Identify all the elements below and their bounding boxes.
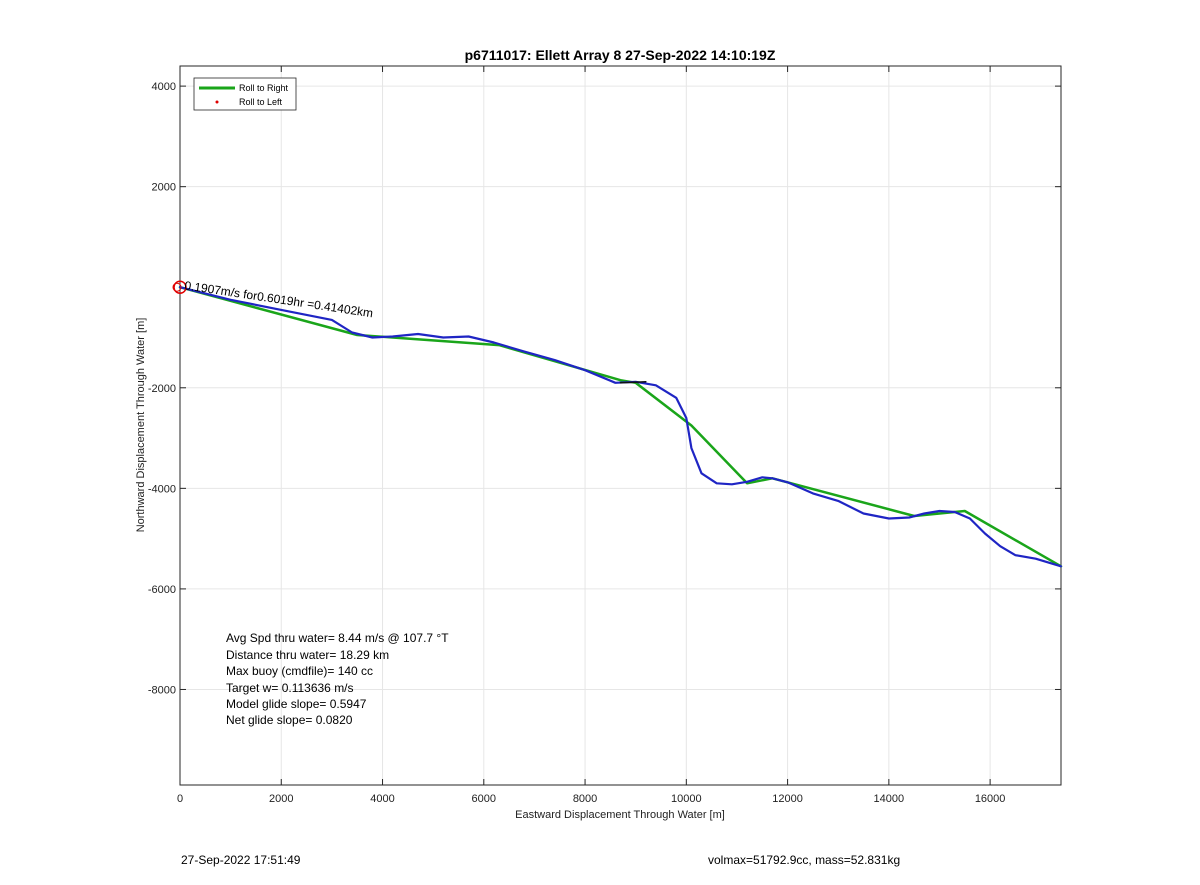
stat-model-glide: Model glide slope= 0.5947 xyxy=(226,697,367,711)
x-tick-label: 0 xyxy=(177,793,183,805)
x-tick-label: 16000 xyxy=(975,793,1006,805)
y-tick-label: 4000 xyxy=(152,81,176,93)
stat-avg-speed: Avg Spd thru water= 8.44 m/s @ 107.7 °T xyxy=(226,631,449,645)
y-tick-label: -6000 xyxy=(148,584,176,596)
x-tick-label: 10000 xyxy=(671,793,702,805)
x-tick-label: 6000 xyxy=(472,793,496,805)
legend-box xyxy=(193,77,297,111)
start-marker-inner xyxy=(172,282,182,292)
x-tick-label: 14000 xyxy=(874,793,905,805)
legend-label-roll-left: Roll to Left xyxy=(239,97,283,107)
footer-volmax: volmax=51792.9cc, mass=52.831kg xyxy=(708,853,900,867)
stat-target-w: Target w= 0.113636 m/s xyxy=(226,681,354,695)
series-lines xyxy=(178,285,1063,568)
x-tick-label: 8000 xyxy=(573,793,597,805)
x-tick-label: 2000 xyxy=(269,793,293,805)
stat-distance: Distance thru water= 18.29 km xyxy=(226,648,389,662)
stat-net-glide: Net glide slope= 0.0820 xyxy=(226,713,353,727)
grid xyxy=(179,66,1061,785)
x-tick-label: 4000 xyxy=(370,793,394,805)
y-tick-label: -2000 xyxy=(148,383,176,395)
x-tick-label: 12000 xyxy=(772,793,803,805)
chart-title: p6711017: Ellett Array 8 27-Sep-2022 14:… xyxy=(465,47,776,63)
y-tick-label: -8000 xyxy=(148,684,176,696)
trajectory-series xyxy=(178,286,1063,568)
axis-ticks: 0 2000 4000 6000 8000 10000 12000 14000 16000 400… xyxy=(148,66,1061,805)
roll-right-series xyxy=(178,285,1063,568)
footer-timestamp: 27-Sep-2022 17:51:49 xyxy=(181,853,301,867)
start-marker xyxy=(173,280,187,294)
legend-dot-roll-left xyxy=(215,100,219,104)
legend: Roll to Right Roll to Left xyxy=(193,77,297,111)
stat-max-buoy: Max buoy (cmdfile)= 140 cc xyxy=(226,664,373,678)
stats-block: Avg Spd thru water= 8.44 m/s @ 107.7 °T … xyxy=(226,631,449,727)
legend-label-roll-right: Roll to Right xyxy=(239,83,289,93)
segment-series xyxy=(619,381,647,384)
x-axis-label: Eastward Displacement Through Water [m] xyxy=(515,809,725,821)
y-tick-label: -4000 xyxy=(148,483,176,495)
y-axis-label: Northward Displacement Through Water [m] xyxy=(135,318,147,533)
plot-frame xyxy=(179,65,1062,786)
y-tick-label: 2000 xyxy=(152,182,176,194)
